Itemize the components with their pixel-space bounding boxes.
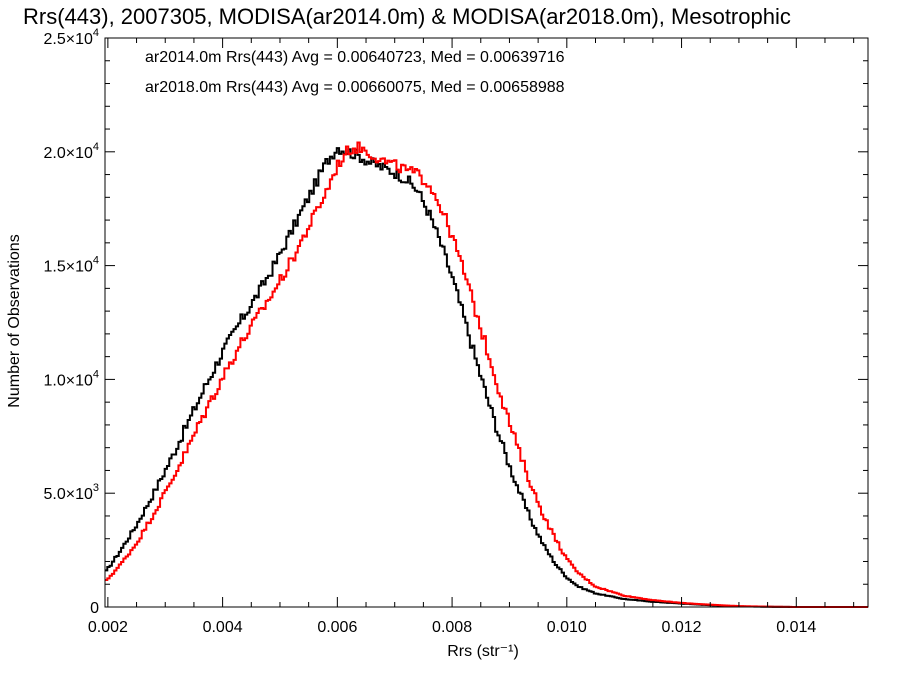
y-tick-label: 1.0×104 — [43, 368, 99, 389]
chart-title: Rrs(443), 2007305, MODISA(ar2014.0m) & M… — [23, 4, 791, 29]
series-line-ar2014-0m — [105, 147, 868, 608]
x-tick-label: 0.006 — [317, 619, 357, 636]
x-tick-label: 0.008 — [432, 619, 472, 636]
x-tick-label: 0.004 — [203, 619, 243, 636]
y-tick-label: 2.0×104 — [43, 141, 99, 162]
y-tick-label: 2.5×104 — [43, 27, 99, 48]
x-axis-label: Rrs (str⁻¹) — [447, 643, 519, 660]
annotation-ar2014: ar2014.0m Rrs(443) Avg = 0.00640723, Med… — [145, 49, 565, 66]
x-tick-label: 0.010 — [547, 619, 587, 636]
axes-frame — [104, 37, 869, 608]
x-tick-label: 0.002 — [88, 619, 128, 636]
annotation-ar2018: ar2018.0m Rrs(443) Avg = 0.00660075, Med… — [145, 79, 565, 96]
y-tick-label: 5.0×103 — [43, 482, 99, 503]
y-tick-label: 1.5×104 — [43, 255, 99, 276]
plot-area: 0.002 0.004 0.006 0.008 0.010 0.012 0.014 0 5.0×… — [43, 27, 869, 636]
x-tick-label: 0.012 — [662, 619, 702, 636]
series-line-ar2018-0m — [105, 141, 868, 608]
x-tick-label: 0.014 — [776, 619, 816, 636]
y-axis-label: Number of Observations — [6, 234, 23, 407]
y-tick-label: 0 — [90, 600, 99, 617]
